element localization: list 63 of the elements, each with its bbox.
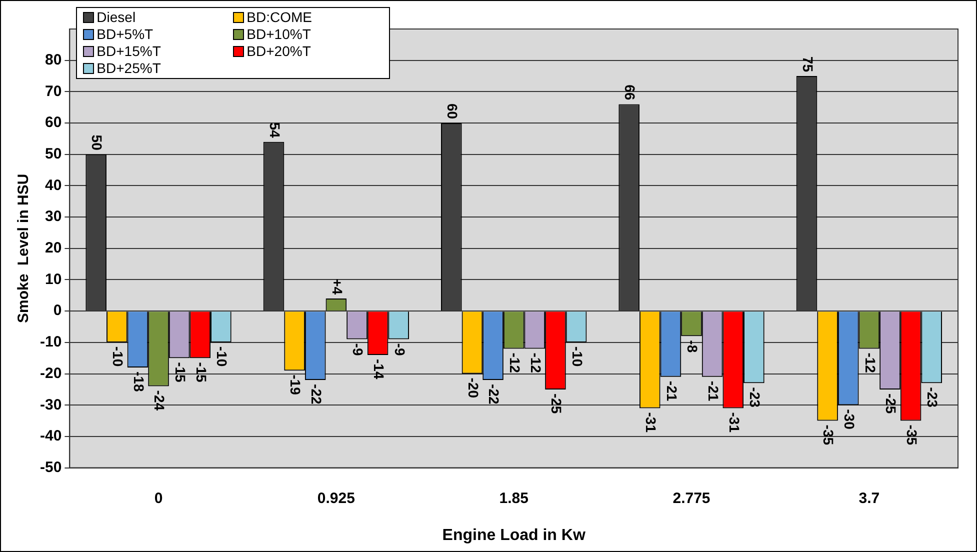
data-label: -15 (193, 362, 210, 383)
data-label: -19 (288, 374, 304, 396)
data-label: -35 (904, 424, 920, 446)
data-label: -24 (152, 390, 168, 411)
y-tick-label: 80 (44, 51, 62, 68)
y-tick-label: 70 (44, 82, 62, 100)
legend-label: BD:COME (246, 9, 314, 26)
x-tick-label: 0.925 (317, 490, 355, 507)
legend-label: BD+20%T (246, 43, 312, 60)
y-tick-label: 0 (53, 302, 62, 320)
data-label: -8 (684, 340, 701, 353)
data-label: 60 (444, 103, 461, 120)
x-axis-title: Engine Load in Kw (442, 526, 586, 544)
data-label: -25 (548, 393, 565, 414)
data-label: -10 (569, 346, 586, 367)
data-label: -10 (110, 346, 126, 367)
data-label: -12 (862, 352, 878, 374)
data-label: -23 (747, 387, 764, 408)
data-label: -23 (924, 387, 941, 408)
legend-label: BD+10%T (246, 26, 312, 43)
y-tick-label: 20 (44, 240, 62, 257)
y-tick-label: 60 (44, 114, 62, 132)
y-tick-label: -40 (40, 428, 62, 445)
data-label: -30 (841, 409, 858, 430)
y-tick-label: 30 (44, 208, 62, 226)
legend-label: BD+25%T (96, 60, 162, 77)
legend-label: BD+5%T (96, 26, 154, 43)
data-label: -14 (370, 358, 387, 380)
data-label: 54 (266, 122, 283, 138)
data-label: -12 (528, 352, 544, 374)
data-label: -20 (465, 378, 482, 398)
data-label: -31 (643, 412, 660, 433)
data-label: -35 (820, 424, 837, 446)
x-tick-label: 0 (154, 490, 163, 507)
data-label: +4 (329, 278, 346, 295)
y-tick-label: -50 (40, 458, 62, 476)
data-label: -21 (705, 380, 722, 402)
legend-label: Diesel (96, 9, 137, 26)
y-tick-label: 40 (44, 176, 62, 194)
data-label: -31 (726, 412, 742, 433)
y-tick-label: -30 (40, 396, 62, 414)
data-label: -9 (392, 343, 408, 356)
data-label: -9 (350, 343, 366, 356)
y-tick-label: -20 (40, 364, 62, 382)
y-tick-label: 50 (44, 146, 62, 163)
data-label: -12 (506, 352, 523, 374)
x-tick-label: 3.7 (858, 490, 880, 507)
data-label: -10 (214, 346, 230, 367)
y-tick-label: -10 (40, 334, 62, 351)
data-label: -18 (130, 372, 147, 392)
data-label: 75 (800, 56, 816, 72)
data-label: -22 (308, 384, 325, 404)
legend-label: BD+15%T (96, 43, 162, 60)
x-tick-label: 2.775 (672, 490, 710, 507)
data-label: -25 (883, 393, 900, 414)
y-tick-label: 10 (44, 270, 62, 288)
x-tick-label: 1.85 (499, 490, 528, 507)
data-label: -15 (172, 362, 188, 383)
data-label: 50 (89, 134, 106, 151)
data-label: 66 (622, 84, 638, 100)
data-label: -22 (486, 384, 502, 404)
data-label: -21 (664, 380, 680, 402)
y-axis-title: Smoke Level in HSU (15, 174, 32, 324)
